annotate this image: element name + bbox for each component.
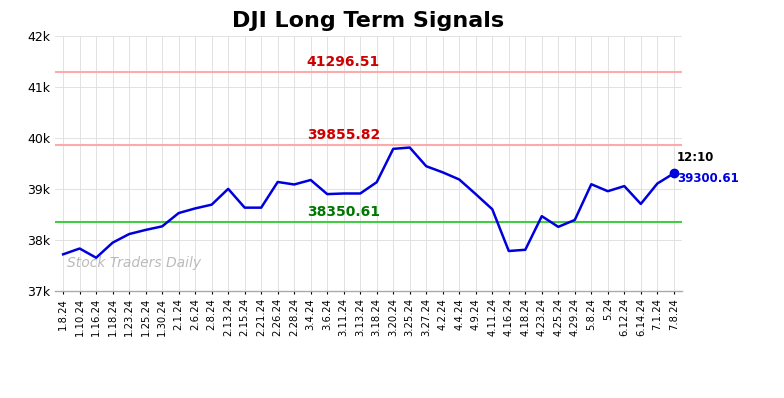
Text: Stock Traders Daily: Stock Traders Daily [67,256,201,270]
Text: 39855.82: 39855.82 [307,128,380,142]
Text: 39300.61: 39300.61 [677,172,739,185]
Text: 41296.51: 41296.51 [307,55,380,68]
Text: 38350.61: 38350.61 [307,205,380,219]
Title: DJI Long Term Signals: DJI Long Term Signals [232,12,505,31]
Text: 12:10: 12:10 [677,151,714,164]
